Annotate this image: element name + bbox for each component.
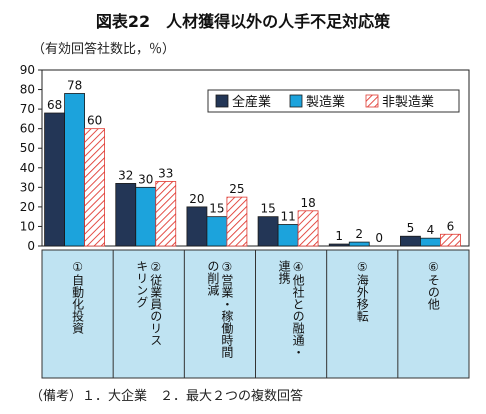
legend-entry: 製造業 [306, 94, 345, 110]
bar [328, 243, 350, 247]
legend-swatch [215, 94, 229, 108]
legend-box [207, 89, 460, 113]
data-label: 6 [447, 219, 455, 233]
y-tick-label: 60 [20, 122, 35, 136]
y-tick-label: 50 [20, 141, 35, 155]
bar [348, 241, 370, 247]
data-label: 60 [87, 114, 102, 128]
y-tick-label: 40 [20, 161, 35, 175]
y-tick-label: 30 [20, 180, 35, 194]
data-label: 2 [355, 227, 363, 241]
y-tick-label: 0 [27, 239, 35, 253]
data-label: 20 [189, 192, 204, 206]
bar [44, 112, 65, 247]
data-label: 33 [158, 166, 173, 180]
plot-frame [41, 69, 470, 247]
y-tick-label: 80 [20, 83, 35, 97]
data-label: 5 [407, 221, 415, 235]
y-tick-label: 10 [20, 219, 35, 233]
data-label: 68 [47, 98, 62, 112]
category-label: 連携 [277, 260, 291, 285]
data-label: 0 [375, 231, 383, 245]
category-label: ②従業員のリス [149, 260, 163, 346]
bar [155, 181, 177, 247]
chart-title: 図表22 人材獲得以外の人手不足対応策 [95, 12, 391, 31]
legend: 全産業 製造業 非製造業 [207, 89, 460, 113]
data-label: 78 [67, 78, 82, 92]
category-label: ①自動化投資 [71, 260, 85, 334]
data-label: 32 [118, 168, 133, 182]
data-label: 4 [427, 223, 435, 237]
bar [135, 186, 157, 247]
bar [226, 196, 248, 247]
bar [297, 210, 319, 247]
bar [420, 237, 441, 247]
data-label: 1 [335, 229, 343, 243]
data-label: 15 [260, 202, 275, 216]
bar [115, 183, 137, 247]
legend-entry: 非製造業 [382, 94, 434, 110]
data-label: 30 [138, 172, 153, 186]
bar [64, 93, 85, 247]
data-label: 15 [209, 202, 224, 216]
legend-swatch [365, 94, 379, 108]
unit-label: （有効回答社数比，％） [32, 42, 176, 57]
category-label: の削減 [206, 260, 220, 297]
bar [84, 128, 105, 247]
bar [206, 216, 228, 247]
footnote: （備考）１．大企業 ２．最大２つの複数回答 [30, 389, 304, 404]
bar [400, 235, 421, 247]
bar [186, 206, 208, 247]
data-label: 25 [229, 182, 244, 196]
y-tick-label: 70 [20, 102, 35, 116]
category-label: ⑥その他 [426, 260, 440, 310]
data-label: 11 [280, 209, 295, 223]
category-label: ⑤海外移転 [355, 260, 369, 322]
bars-layer [44, 93, 461, 247]
category-label: ④他社との融通・ [291, 260, 305, 358]
y-tick-label: 90 [20, 63, 35, 77]
category-label: キリング [135, 260, 149, 308]
legend-swatch [289, 94, 303, 108]
y-tick-label: 20 [20, 200, 35, 214]
category-label: ③営業・稼働時間 [220, 260, 234, 358]
bar [440, 233, 461, 247]
legend-entry: 全産業 [232, 94, 271, 110]
bar [257, 216, 279, 247]
data-label: 18 [300, 196, 315, 210]
bar [277, 224, 299, 247]
